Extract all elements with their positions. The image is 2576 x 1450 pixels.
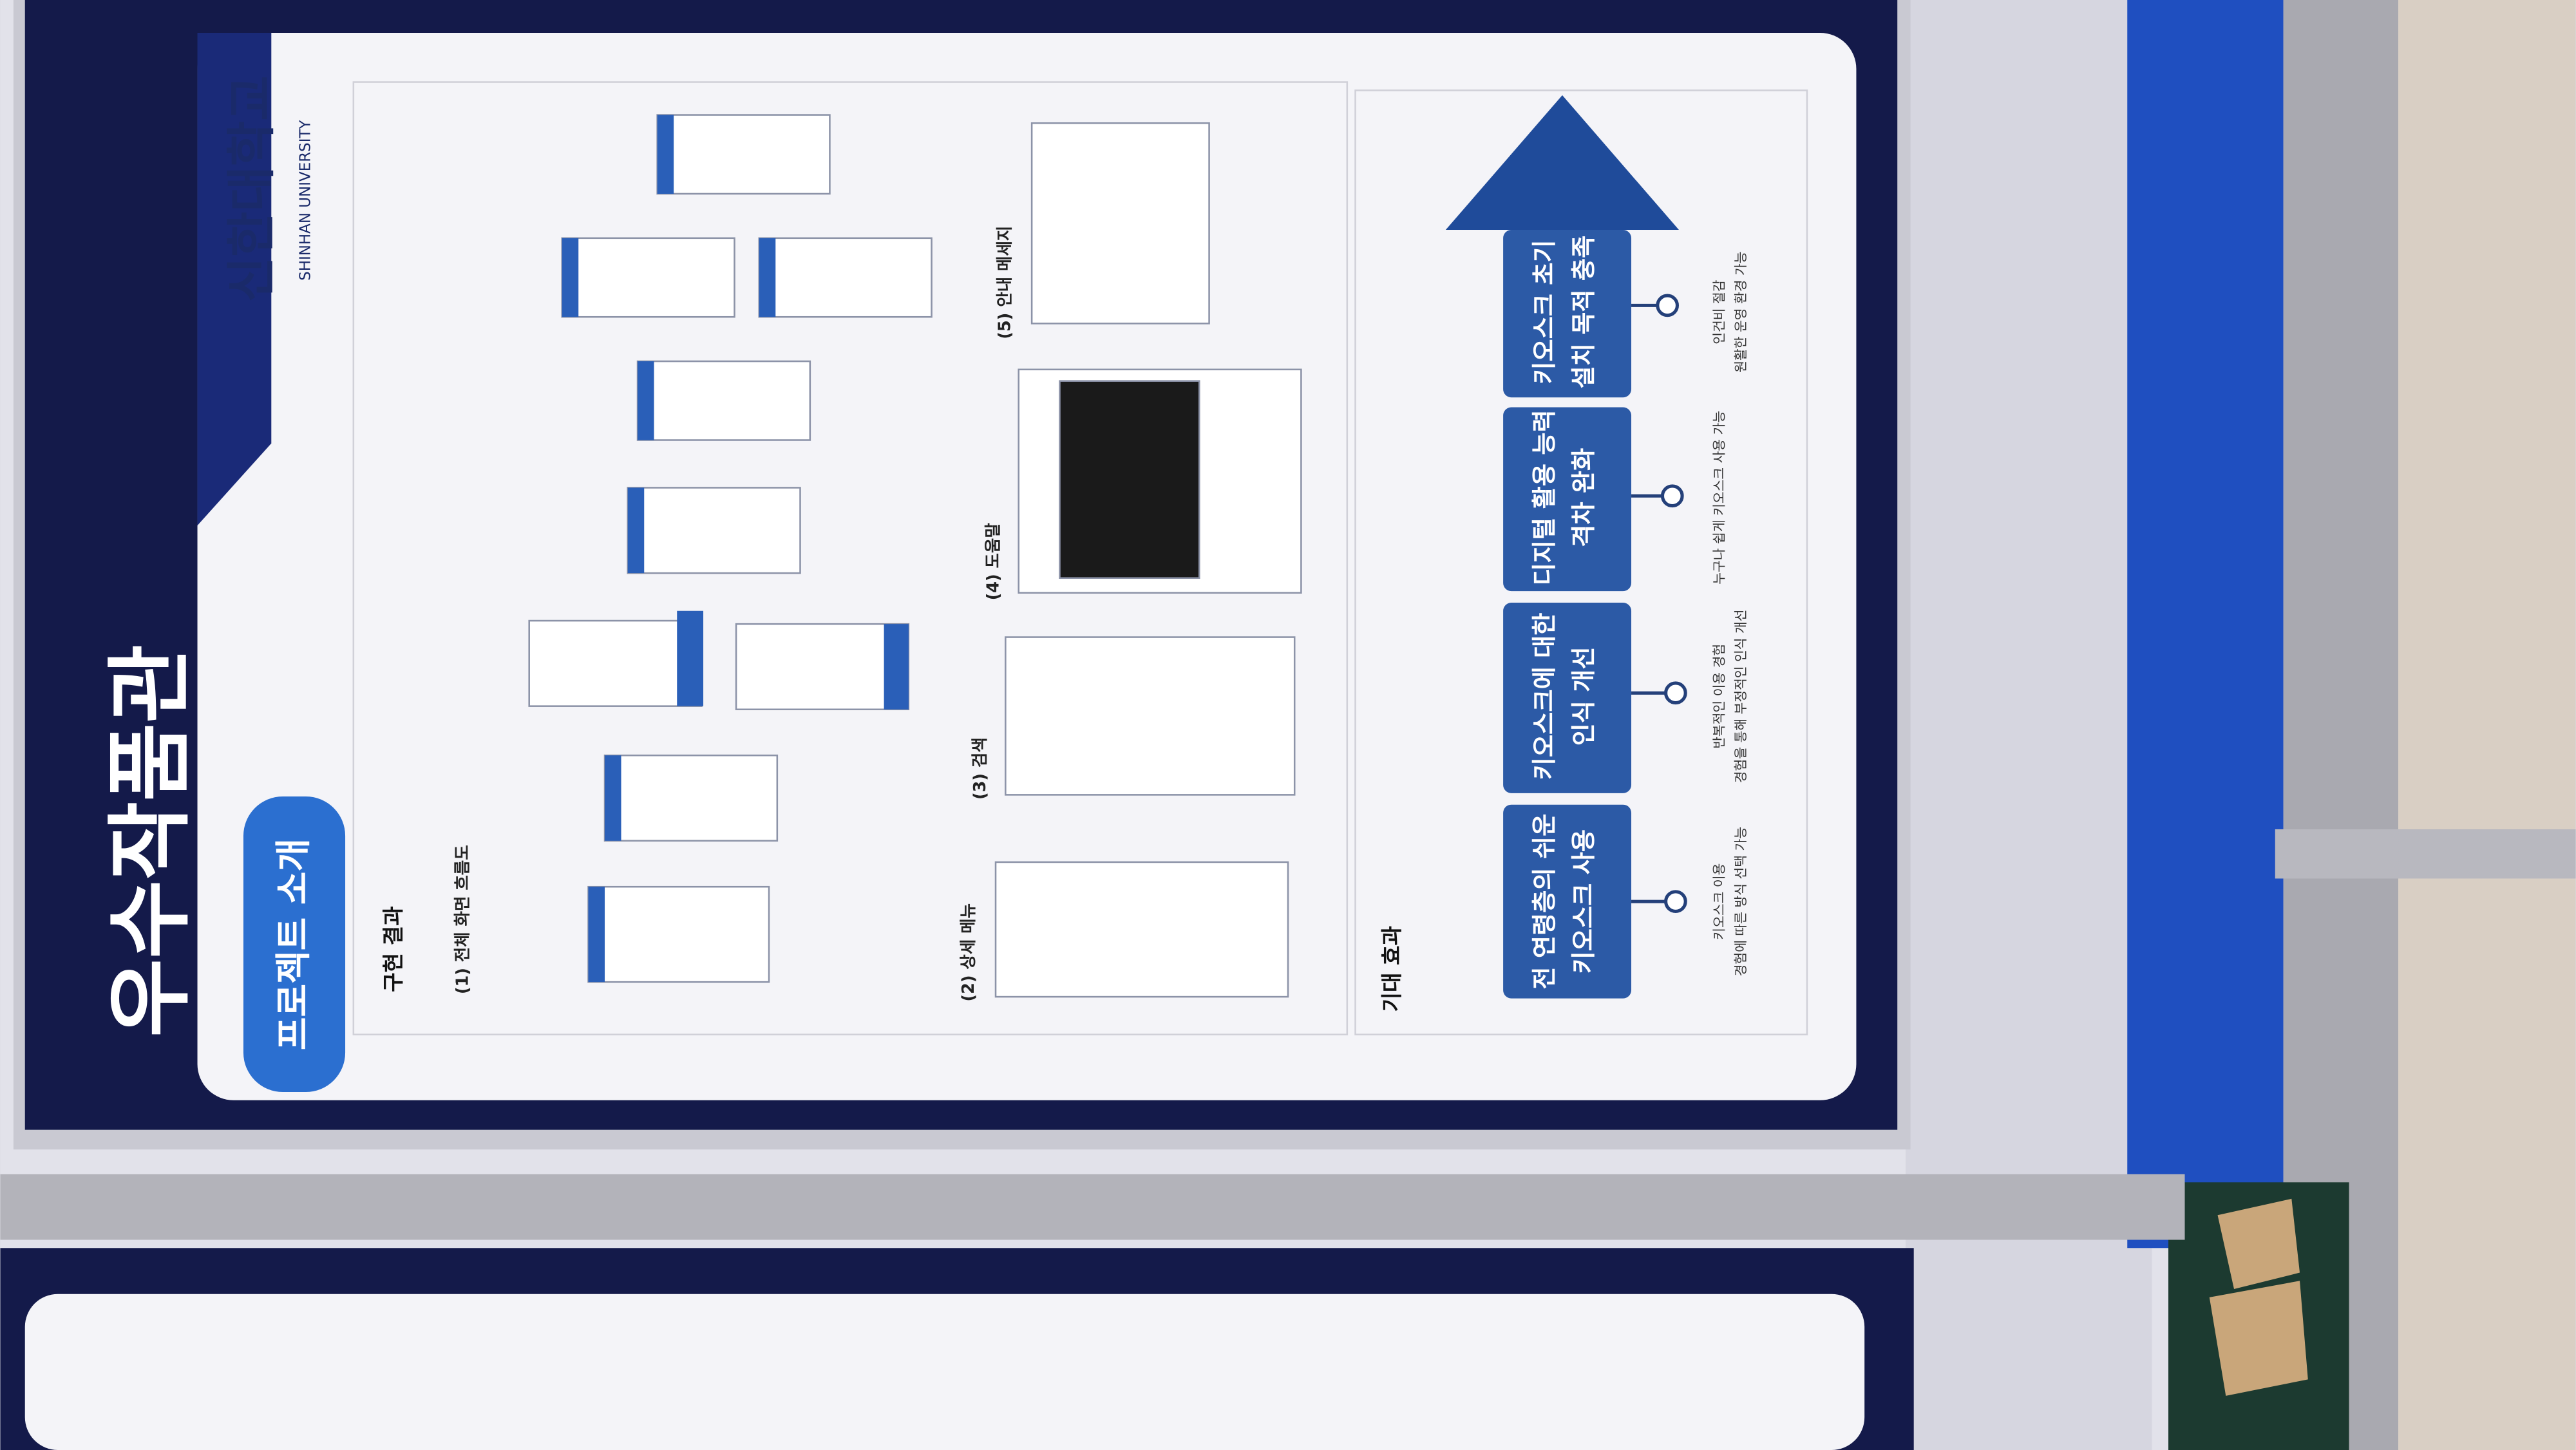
hex-badge bbox=[2217, 1198, 2300, 1290]
texts: 우수작품관 신한대학교 SHINHAN UNIVERSITY 프로젝트 소개 구현 결과… bbox=[101, 75, 1748, 1050]
university-name-en: SHINHAN UNIVERSITY bbox=[297, 120, 314, 281]
blue-strip bbox=[2127, 0, 2284, 1248]
screen bbox=[1030, 122, 1210, 325]
item-label: (5) 안내 메세지 bbox=[995, 226, 1014, 339]
effect-label: 전 연령층의 쉬운 bbox=[1530, 814, 1559, 990]
effect-caption: 키오스크 이용 bbox=[1712, 863, 1727, 940]
arrow-head bbox=[1445, 95, 1679, 231]
effect-caption: 경험에 따른 방식 선택 가능 bbox=[1733, 827, 1748, 976]
connectors bbox=[1631, 294, 1687, 914]
horizontal-rail bbox=[0, 1174, 2185, 1240]
effect-box bbox=[1503, 602, 1632, 793]
section-heading: 기대 효과 bbox=[1379, 926, 1405, 1012]
tab-label: 프로젝트 소개 bbox=[273, 838, 315, 1050]
screen bbox=[561, 237, 735, 318]
effect-label: 키오스크 사용 bbox=[1569, 829, 1598, 974]
effect-label: 인식 개선 bbox=[1569, 646, 1598, 746]
back-wall bbox=[2398, 0, 2576, 1450]
effect-label: 키오스크 초기 bbox=[1530, 240, 1559, 384]
deco bbox=[197, 33, 272, 526]
results-box bbox=[352, 81, 1349, 1036]
effect-box bbox=[1503, 230, 1632, 398]
screen bbox=[656, 114, 831, 195]
effect-boxes bbox=[1503, 230, 1632, 999]
effect-caption: 인건비 절감 bbox=[1712, 279, 1727, 344]
hex-badge bbox=[2209, 1281, 2308, 1396]
university-name: 신한대학교 bbox=[223, 75, 281, 302]
screen bbox=[587, 885, 770, 983]
screen bbox=[636, 360, 811, 441]
screenshots bbox=[528, 114, 1302, 998]
effect-caption: 원활한 운영 환경 가능 bbox=[1733, 251, 1748, 372]
screen bbox=[735, 623, 910, 711]
effect-box bbox=[1503, 407, 1632, 592]
screen bbox=[627, 487, 801, 574]
poster-title: 우수작품관 bbox=[101, 645, 200, 1037]
screen bbox=[994, 861, 1289, 998]
screen bbox=[1005, 636, 1296, 796]
item-label: (2) 상세 메뉴 bbox=[959, 903, 978, 1002]
effect-caption: 반복적인 이용 경험 bbox=[1712, 644, 1727, 749]
effects-box bbox=[1354, 89, 1808, 1036]
screen bbox=[603, 754, 779, 842]
screen bbox=[528, 619, 703, 707]
effect-label: 설치 목적 충족 bbox=[1569, 236, 1598, 389]
item-label: (4) 도움말 bbox=[983, 523, 1003, 601]
screen-dark bbox=[1059, 380, 1200, 579]
item-label: (1) 전체 화면 흐름도 bbox=[453, 845, 473, 994]
screen-accents bbox=[562, 115, 909, 983]
screen bbox=[758, 237, 933, 318]
effect-label: 키오스크에 대한 bbox=[1530, 613, 1559, 780]
effect-box bbox=[1503, 804, 1632, 999]
effect-caption: 누구나 쉽게 키오스크 사용 가능 bbox=[1712, 411, 1727, 585]
item-label: (3) 검색 bbox=[971, 737, 990, 800]
frame-bar bbox=[2275, 829, 2576, 879]
effect-label: 격차 완화 bbox=[1569, 448, 1598, 547]
section-heading: 구현 결과 bbox=[381, 906, 406, 992]
effect-caption: 경험을 통해 부정적인 인식 개선 bbox=[1733, 609, 1748, 783]
second-poster-body bbox=[24, 1294, 1865, 1450]
effect-label: 디지털 활용 능력 bbox=[1530, 410, 1559, 585]
tab-pill bbox=[243, 796, 346, 1093]
